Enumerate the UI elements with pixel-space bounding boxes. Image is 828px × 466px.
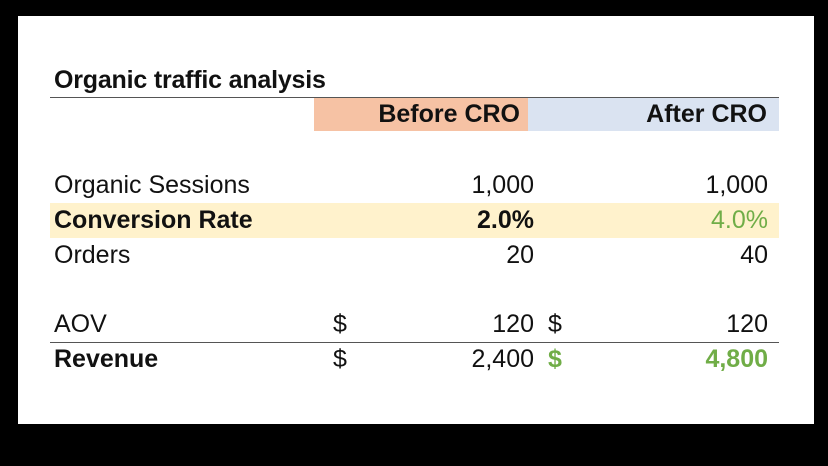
- after-value: 4,800: [705, 345, 768, 373]
- before-value: 2,400: [471, 345, 534, 373]
- header-after-cro: After CRO: [528, 98, 779, 131]
- before-value: 2.0%: [477, 206, 534, 234]
- before-currency: $: [333, 310, 347, 338]
- after-value: 4.0%: [711, 206, 768, 234]
- row-orders: Orders 20 40: [50, 238, 779, 273]
- row-revenue: Revenue $ 2,400 $ 4,800: [50, 342, 779, 377]
- before-currency: $: [333, 345, 347, 373]
- revenue-divider: [50, 342, 779, 343]
- after-currency: $: [548, 345, 562, 373]
- row-label: Organic Sessions: [54, 171, 250, 199]
- row-conversion-rate: Conversion Rate 2.0% 4.0%: [50, 203, 779, 238]
- after-value: 120: [726, 310, 768, 338]
- row-label: Conversion Rate: [54, 206, 253, 234]
- row-label: Revenue: [54, 345, 159, 373]
- title-underline: [50, 97, 779, 98]
- row-organic-sessions: Organic Sessions 1,000 1,000: [50, 168, 779, 203]
- after-value: 40: [740, 241, 768, 269]
- after-currency: $: [548, 310, 562, 338]
- before-value: 20: [506, 241, 534, 269]
- header-before-cro: Before CRO: [314, 98, 528, 131]
- after-value: 1,000: [705, 171, 768, 199]
- row-label: AOV: [54, 310, 107, 338]
- before-value: 120: [492, 310, 534, 338]
- row-label: Orders: [54, 241, 131, 269]
- table-title: Organic traffic analysis: [54, 66, 326, 94]
- before-value: 1,000: [471, 171, 534, 199]
- row-aov: AOV $ 120 $ 120: [50, 307, 779, 342]
- slide-canvas: Organic traffic analysis Before CRO Afte…: [18, 16, 814, 424]
